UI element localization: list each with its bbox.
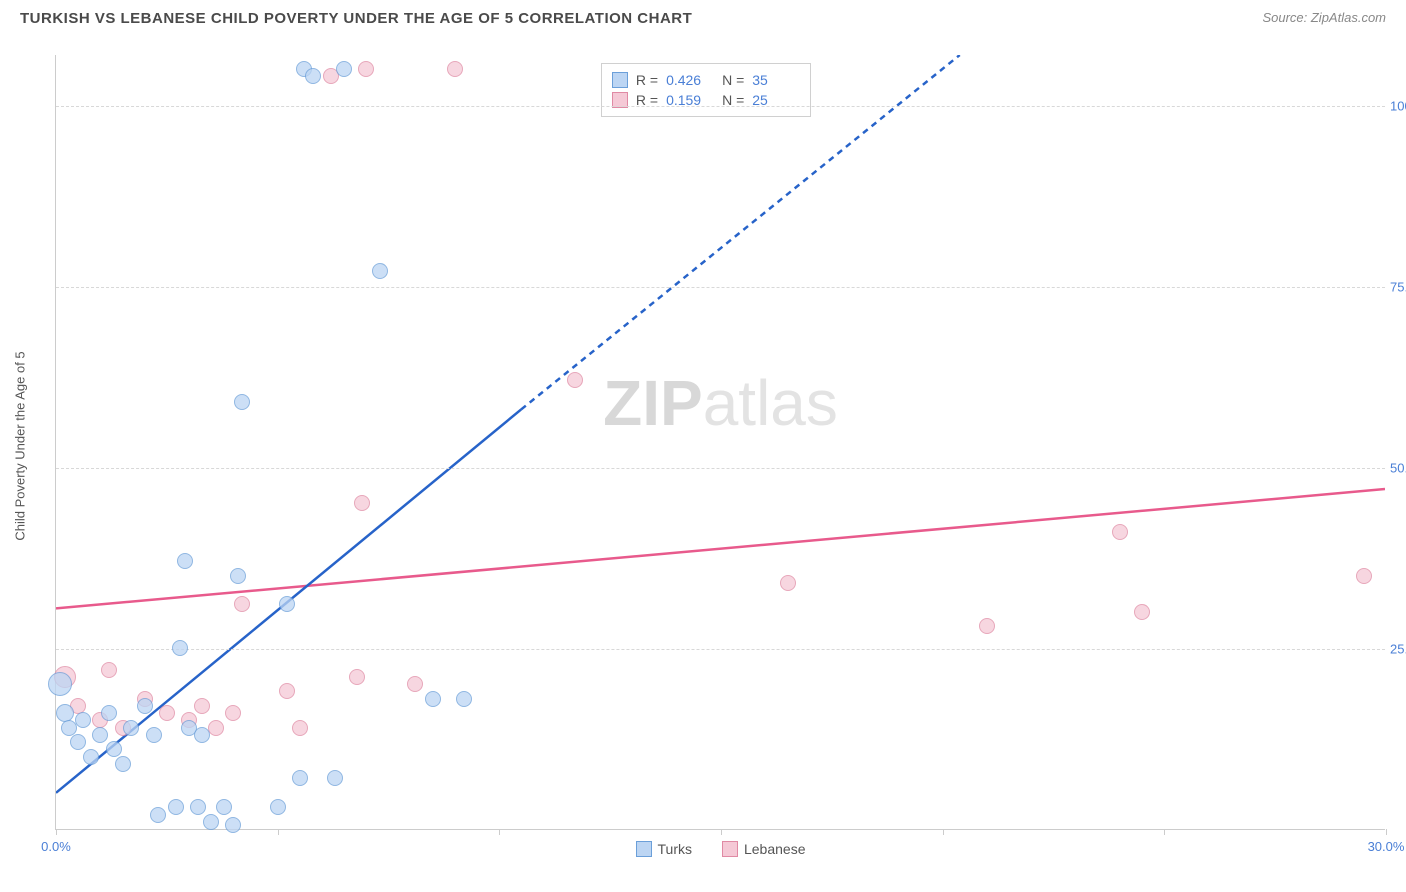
legend-label: Lebanese xyxy=(744,841,806,857)
lebanese-point xyxy=(447,61,463,77)
lebanese-point xyxy=(234,596,250,612)
lebanese-point xyxy=(279,683,295,699)
x-tick xyxy=(721,829,722,835)
stat-r-label: R = xyxy=(636,72,658,88)
y-tick-label: 25.0% xyxy=(1390,641,1406,656)
legend-label: Turks xyxy=(658,841,692,857)
legend-swatch xyxy=(612,72,628,88)
gridline xyxy=(56,468,1385,469)
chart-title: TURKISH VS LEBANESE CHILD POVERTY UNDER … xyxy=(20,10,692,27)
lebanese-point xyxy=(1134,604,1150,620)
chart-header: TURKISH VS LEBANESE CHILD POVERTY UNDER … xyxy=(0,0,1406,27)
scatter-chart: ZIPatlas R =0.426N =35R =0.159N =25 Turk… xyxy=(55,55,1385,830)
turks-point xyxy=(425,691,441,707)
stat-r-value: 0.426 xyxy=(666,72,714,88)
turks-point xyxy=(336,61,352,77)
lebanese-point xyxy=(407,676,423,692)
lebanese-point xyxy=(194,698,210,714)
lebanese-point xyxy=(349,669,365,685)
legend-item: Turks xyxy=(636,841,692,857)
turks-point xyxy=(146,727,162,743)
stat-n-value: 35 xyxy=(752,72,800,88)
chart-source: Source: ZipAtlas.com xyxy=(1262,10,1386,25)
gridline xyxy=(56,287,1385,288)
turks-point xyxy=(168,799,184,815)
y-axis-label: Child Poverty Under the Age of 5 xyxy=(13,351,28,540)
turks-point xyxy=(194,727,210,743)
turks-point xyxy=(172,640,188,656)
y-tick-label: 100.0% xyxy=(1390,98,1406,113)
turks-point xyxy=(216,799,232,815)
x-tick xyxy=(499,829,500,835)
legend-swatch xyxy=(636,841,652,857)
x-tick xyxy=(1164,829,1165,835)
turks-point xyxy=(203,814,219,830)
lebanese-point xyxy=(780,575,796,591)
legend-stats-row: R = 0.426 N = 35 xyxy=(612,70,800,90)
legend-stats-row: R =0.159N =25 xyxy=(612,90,800,110)
turks-point xyxy=(70,734,86,750)
turks-point xyxy=(48,672,72,696)
turks-point xyxy=(115,756,131,772)
turks-point xyxy=(106,741,122,757)
turks-point xyxy=(83,749,99,765)
x-tick xyxy=(943,829,944,835)
lebanese-point xyxy=(101,662,117,678)
x-tick xyxy=(56,829,57,835)
turks-point xyxy=(137,698,153,714)
turks-point xyxy=(279,596,295,612)
x-tick-label: 0.0% xyxy=(41,839,71,854)
trendline xyxy=(56,489,1385,608)
lebanese-point xyxy=(567,372,583,388)
turks-point xyxy=(225,817,241,833)
lebanese-point xyxy=(354,495,370,511)
turks-point xyxy=(270,799,286,815)
y-tick-label: 50.0% xyxy=(1390,460,1406,475)
x-tick-label: 30.0% xyxy=(1368,839,1405,854)
lebanese-point xyxy=(1112,524,1128,540)
turks-point xyxy=(177,553,193,569)
lebanese-point xyxy=(358,61,374,77)
y-tick-label: 75.0% xyxy=(1390,279,1406,294)
legend-item: Lebanese xyxy=(722,841,806,857)
lebanese-point xyxy=(1356,568,1372,584)
lebanese-point xyxy=(225,705,241,721)
turks-point xyxy=(92,727,108,743)
lebanese-point xyxy=(292,720,308,736)
turks-point xyxy=(292,770,308,786)
legend-bottom: Turks Lebanese xyxy=(636,841,806,857)
lebanese-point xyxy=(979,618,995,634)
lebanese-point xyxy=(159,705,175,721)
turks-point xyxy=(150,807,166,823)
turks-point xyxy=(75,712,91,728)
turks-point xyxy=(305,68,321,84)
x-tick xyxy=(278,829,279,835)
turks-point xyxy=(234,394,250,410)
turks-point xyxy=(190,799,206,815)
gridline xyxy=(56,649,1385,650)
x-tick xyxy=(1386,829,1387,835)
gridline xyxy=(56,106,1385,107)
stat-n-label: N = xyxy=(722,72,744,88)
watermark: ZIPatlas xyxy=(603,366,838,440)
legend-swatch xyxy=(722,841,738,857)
turks-point xyxy=(372,263,388,279)
turks-point xyxy=(101,705,117,721)
trendlines-svg xyxy=(56,55,1385,829)
turks-point xyxy=(327,770,343,786)
turks-point xyxy=(123,720,139,736)
legend-stats-box: R = 0.426 N = 35 R =0.159N =25 xyxy=(601,63,811,117)
turks-point xyxy=(456,691,472,707)
turks-point xyxy=(230,568,246,584)
